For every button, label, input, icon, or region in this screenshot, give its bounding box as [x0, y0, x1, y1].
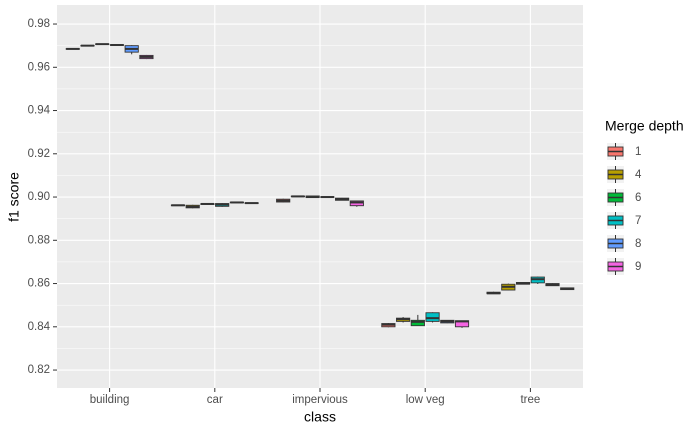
y-tick-label: 0.92	[28, 148, 50, 160]
legend-label: 6	[635, 192, 641, 204]
y-tick-label: 0.98	[28, 18, 50, 30]
x-tick-label: tree	[520, 394, 540, 406]
legend-label: 4	[635, 169, 642, 181]
y-axis-title: f1 score	[6, 172, 22, 222]
box	[410, 319, 425, 327]
legend-title: Merge depth	[605, 118, 684, 134]
y-tick-label: 0.90	[28, 191, 50, 203]
y-tick-label: 0.86	[28, 278, 50, 290]
x-axis-title: class	[304, 409, 336, 425]
legend-label: 8	[635, 238, 641, 250]
x-tick-label: car	[207, 394, 223, 406]
y-tick-label: 0.82	[28, 364, 50, 376]
legend-label: 7	[635, 215, 641, 227]
x-tick-label: building	[90, 394, 130, 406]
legend-label: 1	[635, 146, 641, 158]
x-tick-label: low veg	[406, 394, 445, 406]
y-tick-label: 0.96	[28, 61, 50, 73]
legend-label: 9	[635, 261, 641, 273]
box	[425, 312, 440, 322]
y-tick-label: 0.84	[28, 321, 51, 333]
x-tick-label: impervious	[292, 394, 348, 406]
y-tick-label: 0.88	[28, 234, 50, 246]
y-tick-label: 0.94	[28, 105, 51, 117]
